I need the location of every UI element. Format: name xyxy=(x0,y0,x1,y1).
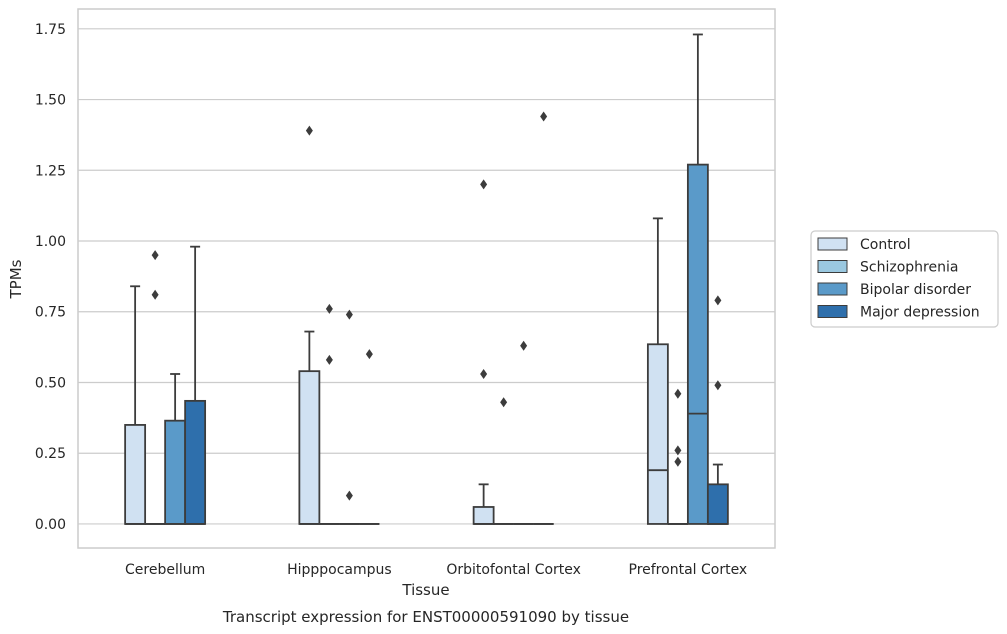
outlier-point xyxy=(305,125,313,136)
box-group xyxy=(124,285,147,525)
box-group xyxy=(513,340,534,525)
box-group xyxy=(319,303,340,525)
legend-label: Major depression xyxy=(860,305,980,321)
outlier-point xyxy=(480,179,488,190)
outlier-point xyxy=(674,445,682,456)
box-group xyxy=(686,33,709,525)
y-axis-ticks: 0.00 0.25 0.50 0.75 1.00 1.25 1.50 1.75 xyxy=(35,22,66,533)
legend-swatch xyxy=(817,305,848,318)
outlier-point xyxy=(714,295,722,306)
legend: Control Schizophrenia Bipolar disorder Majo… xyxy=(810,230,999,328)
legend-label: Bipolar disorder xyxy=(860,282,971,298)
box-group xyxy=(706,295,729,525)
x-axis-ticks: Cerebellum Hipppocampus Orbitofontal Corte… xyxy=(125,562,747,578)
legend-swatch xyxy=(817,282,848,296)
box xyxy=(706,483,729,525)
chart-caption: Transcript expression for ENST0000059109… xyxy=(222,608,629,626)
y-axis-label: TPMs xyxy=(7,259,25,299)
legend-frame xyxy=(810,230,999,328)
box-group xyxy=(493,397,514,525)
y-tick-label: 0.25 xyxy=(35,446,66,462)
outlier-point xyxy=(520,340,528,351)
box-group xyxy=(533,111,554,525)
box xyxy=(298,370,321,525)
outlier-point xyxy=(365,349,373,360)
box-group xyxy=(667,388,688,525)
outlier-point xyxy=(540,111,548,122)
legend-label: Schizophrenia xyxy=(860,260,958,276)
x-tick-label: Prefrontal Cortex xyxy=(629,562,748,578)
y-tick-label: 1.75 xyxy=(35,22,66,38)
y-tick-label: 0.00 xyxy=(35,517,66,533)
outlier-point xyxy=(151,250,159,261)
outlier-point xyxy=(674,456,682,467)
x-tick-label: Cerebellum xyxy=(125,562,205,578)
y-tick-label: 0.75 xyxy=(35,305,66,321)
plot-area xyxy=(124,33,729,525)
outlier-point xyxy=(345,309,353,320)
box-group xyxy=(359,349,380,525)
legend-swatch xyxy=(817,237,848,251)
x-tick-label: Hipppocampus xyxy=(287,562,392,578)
box xyxy=(472,506,495,525)
outlier-point xyxy=(480,368,488,379)
box-group xyxy=(339,309,360,525)
plot-frame xyxy=(77,8,776,549)
outlier-point xyxy=(345,490,353,501)
y-tick-label: 1.00 xyxy=(35,234,66,250)
outlier-point xyxy=(714,380,722,391)
box-group xyxy=(646,217,669,525)
box xyxy=(184,399,207,525)
y-tick-label: 1.50 xyxy=(35,93,66,109)
box-group xyxy=(145,250,166,525)
box xyxy=(646,343,669,525)
box xyxy=(164,419,187,525)
box-group xyxy=(472,179,495,525)
legend-swatch xyxy=(817,260,848,273)
y-tick-label: 1.25 xyxy=(35,163,66,179)
outlier-point xyxy=(674,388,682,399)
legend-label: Control xyxy=(860,237,911,253)
outlier-point xyxy=(325,303,333,314)
outlier-point xyxy=(151,289,159,300)
outlier-point xyxy=(500,397,508,408)
x-axis-label: Tissue xyxy=(401,581,449,599)
x-tick-label: Orbitofontal Cortex xyxy=(446,562,581,578)
outlier-point xyxy=(325,354,333,365)
y-tick-label: 0.50 xyxy=(35,375,66,391)
box-group xyxy=(184,245,207,525)
box xyxy=(124,424,147,525)
box-group xyxy=(298,125,321,525)
box xyxy=(686,163,709,525)
